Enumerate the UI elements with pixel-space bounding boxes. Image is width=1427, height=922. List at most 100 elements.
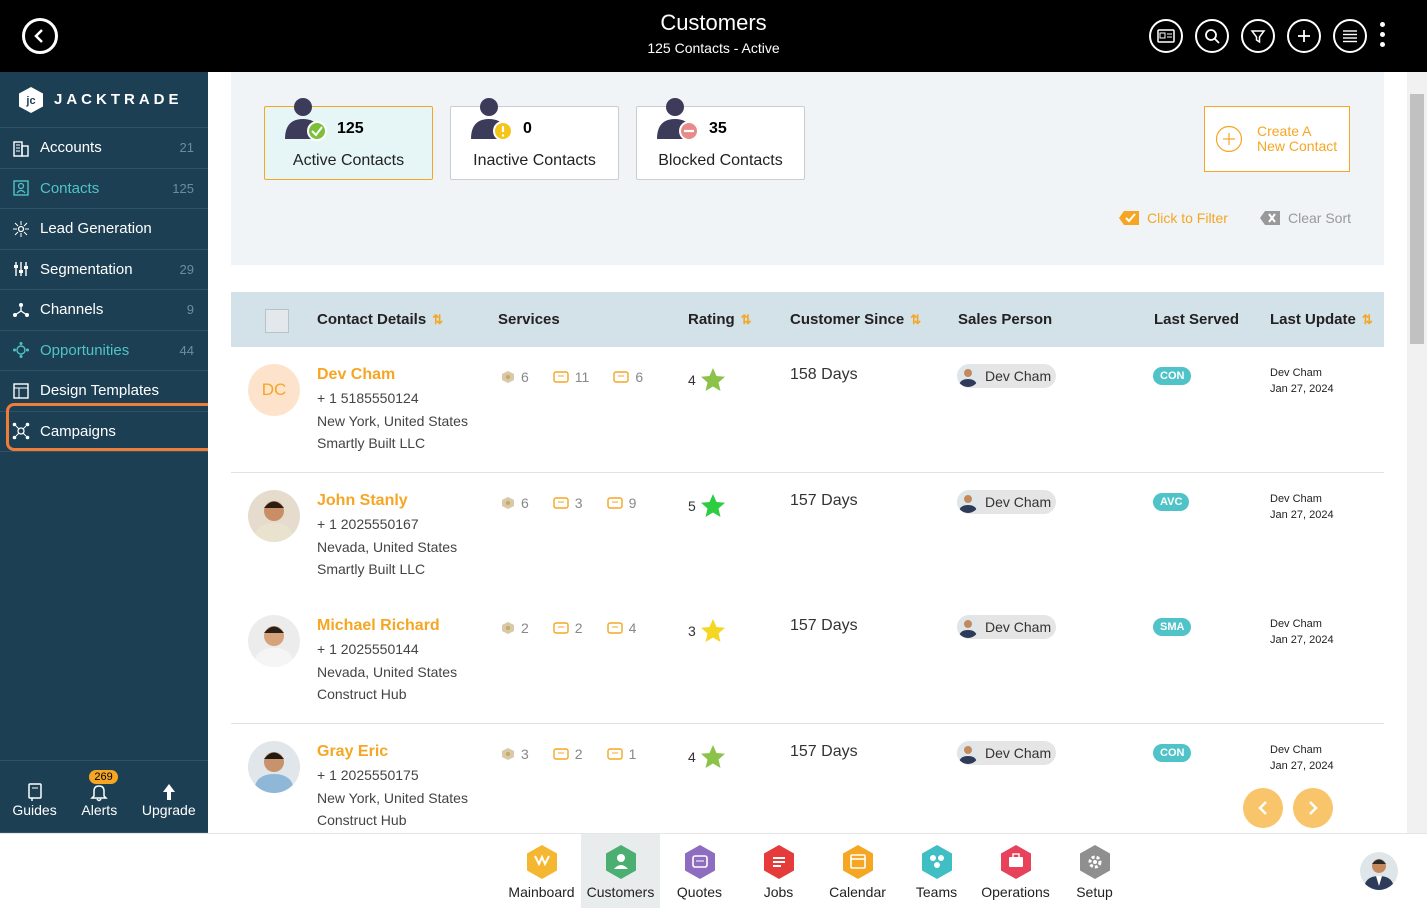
search-button[interactable] (1195, 19, 1229, 53)
click-to-filter-button[interactable]: Click to Filter (1117, 209, 1228, 227)
table-header: Contact Details ⇅ Services Rating ⇅ Custom… (231, 292, 1384, 347)
col-sales-person: Sales Person (958, 311, 1053, 328)
app-calendar[interactable]: Calendar (818, 834, 897, 908)
sidebar-item-opportunities[interactable]: Opportunities 44 (0, 331, 208, 371)
active-contacts-card[interactable]: 125 Active Contacts (264, 98, 433, 180)
scroll-thumb[interactable] (1410, 94, 1424, 344)
contact-name[interactable]: Gray Eric (317, 743, 389, 760)
list-icon (1343, 30, 1357, 43)
select-all-checkbox[interactable] (265, 309, 289, 333)
sidebar-item-accounts[interactable]: Accounts 21 (0, 128, 208, 169)
contact-company: Construct Hub (317, 812, 407, 828)
services: 3 2 1 (501, 746, 636, 762)
contact-location: Nevada, United States (317, 664, 458, 680)
customer-since: 157 Days (790, 492, 858, 509)
user-avatar[interactable] (1360, 852, 1398, 890)
last-update: Dev Cham Jan 27, 2024 (1270, 367, 1334, 395)
id-card-button[interactable] (1149, 19, 1183, 53)
app-teams[interactable]: Teams (897, 834, 976, 908)
col-contact-details[interactable]: Contact Details ⇅ (317, 311, 444, 328)
sidebar-item-campaigns[interactable]: Campaigns (0, 412, 208, 452)
check-tag-icon (1119, 211, 1139, 225)
ticket-icon (606, 622, 623, 634)
arrow-up-icon (162, 784, 175, 800)
prev-page-button[interactable] (1243, 788, 1283, 828)
ticket-icon (553, 748, 569, 760)
table-row[interactable]: Gray Eric + 1 2025550175 New York, Unite… (231, 724, 1384, 833)
more-menu-icon[interactable] (1379, 22, 1385, 47)
sidebar-item-segmentation[interactable]: Segmentation 29 (0, 250, 208, 290)
contact-location: Nevada, United States (317, 539, 458, 555)
app-jobs[interactable]: Jobs (739, 834, 818, 908)
ticket-icon (606, 497, 623, 509)
app-customers[interactable]: Customers (581, 834, 660, 908)
blocked-contacts-card[interactable]: 35 Blocked Contacts (636, 98, 805, 180)
star-icon (700, 368, 725, 391)
sidebar: jc JACKTRADE Accounts 21 Contacts 125 Le… (0, 72, 222, 907)
avatar (957, 365, 979, 387)
filter-button[interactable] (1241, 19, 1275, 53)
contact-name[interactable]: Michael Richard (317, 617, 440, 634)
ticket-icon (553, 371, 569, 383)
app-operations[interactable]: Operations (976, 834, 1055, 908)
last-update: Dev Cham Jan 27, 2024 (1270, 493, 1334, 521)
chevron-left-icon (1258, 801, 1267, 815)
sidebar-item-design-templates[interactable]: Design Templates (0, 371, 208, 412)
col-rating[interactable]: Rating ⇅ (688, 311, 752, 328)
contact-name[interactable]: Dev Cham (317, 366, 396, 383)
templates-icon (12, 382, 32, 400)
app-mainboard[interactable]: Mainboard (502, 834, 581, 908)
teams-app-icon (921, 845, 952, 879)
contact-name[interactable]: John Stanly (317, 492, 408, 509)
chevron-left-icon (34, 29, 43, 43)
col-last-served: Last Served (1154, 311, 1240, 328)
highlight-box (6, 403, 222, 451)
sidebar-item-lead-generation[interactable]: Lead Generation (0, 209, 208, 250)
operations-app-icon (1000, 845, 1031, 879)
add-button[interactable] (1287, 19, 1321, 53)
sidebar-item-channels[interactable]: Channels 9 (0, 290, 208, 331)
last-served-badge: CON (1153, 367, 1192, 385)
user-check-icon (285, 98, 327, 141)
col-last-update[interactable]: Last Update ⇅ (1270, 311, 1373, 328)
alerts-button[interactable]: 269 Alerts (81, 770, 118, 818)
back-button[interactable] (22, 18, 58, 54)
search-icon (1205, 29, 1220, 44)
sales-person-chip[interactable]: Dev Cham (957, 741, 1057, 765)
customer-since: 157 Days (790, 743, 858, 760)
services: 2 2 4 (501, 620, 636, 636)
inactive-contacts-card[interactable]: 0 Inactive Contacts (450, 98, 619, 180)
plus-icon (1298, 30, 1310, 42)
lead-icon (12, 220, 32, 238)
table-row[interactable]: Michael Richard + 1 2025550144 Nevada, U… (231, 598, 1384, 724)
hexagon-service-icon (502, 748, 514, 760)
app-quotes[interactable]: Quotes (660, 834, 739, 908)
next-page-button[interactable] (1293, 788, 1333, 828)
col-services: Services (498, 311, 560, 328)
sales-person-chip[interactable]: Dev Cham (957, 490, 1057, 514)
ticket-icon (553, 497, 569, 509)
table-row[interactable]: John Stanly + 1 2025550167 Nevada, Unite… (231, 473, 1384, 599)
sales-person-chip[interactable]: Dev Cham (957, 364, 1057, 388)
list-button[interactable] (1333, 19, 1367, 53)
sidebar-item-contacts[interactable]: Contacts 125 (0, 169, 208, 209)
contact-company: Construct Hub (317, 686, 407, 702)
clear-sort-button[interactable]: Clear Sort (1258, 209, 1351, 227)
contact-company: Smartly Built LLC (317, 435, 426, 451)
last-served-badge: CON (1153, 744, 1192, 762)
contacts-icon (12, 179, 32, 197)
sales-person-chip[interactable]: Dev Cham (957, 615, 1057, 639)
guides-button[interactable]: Guides (12, 782, 57, 818)
col-customer-since[interactable]: Customer Since ⇅ (790, 311, 922, 328)
filter-icon (1250, 30, 1266, 44)
rating: 3 (688, 618, 726, 644)
last-update: Dev Cham Jan 27, 2024 (1270, 744, 1334, 772)
table-row[interactable]: DC Dev Cham + 1 5185550124 New York, Uni… (231, 347, 1384, 473)
contact-location: New York, United States (317, 790, 468, 806)
app-setup[interactable]: Setup (1055, 834, 1134, 908)
upgrade-button[interactable]: Upgrade (142, 782, 196, 818)
scrollbar[interactable] (1407, 72, 1427, 833)
create-new-contact-button[interactable]: Create A New Contact (1204, 106, 1350, 172)
user-blocked-icon (657, 98, 699, 141)
sliders-icon (12, 260, 32, 278)
